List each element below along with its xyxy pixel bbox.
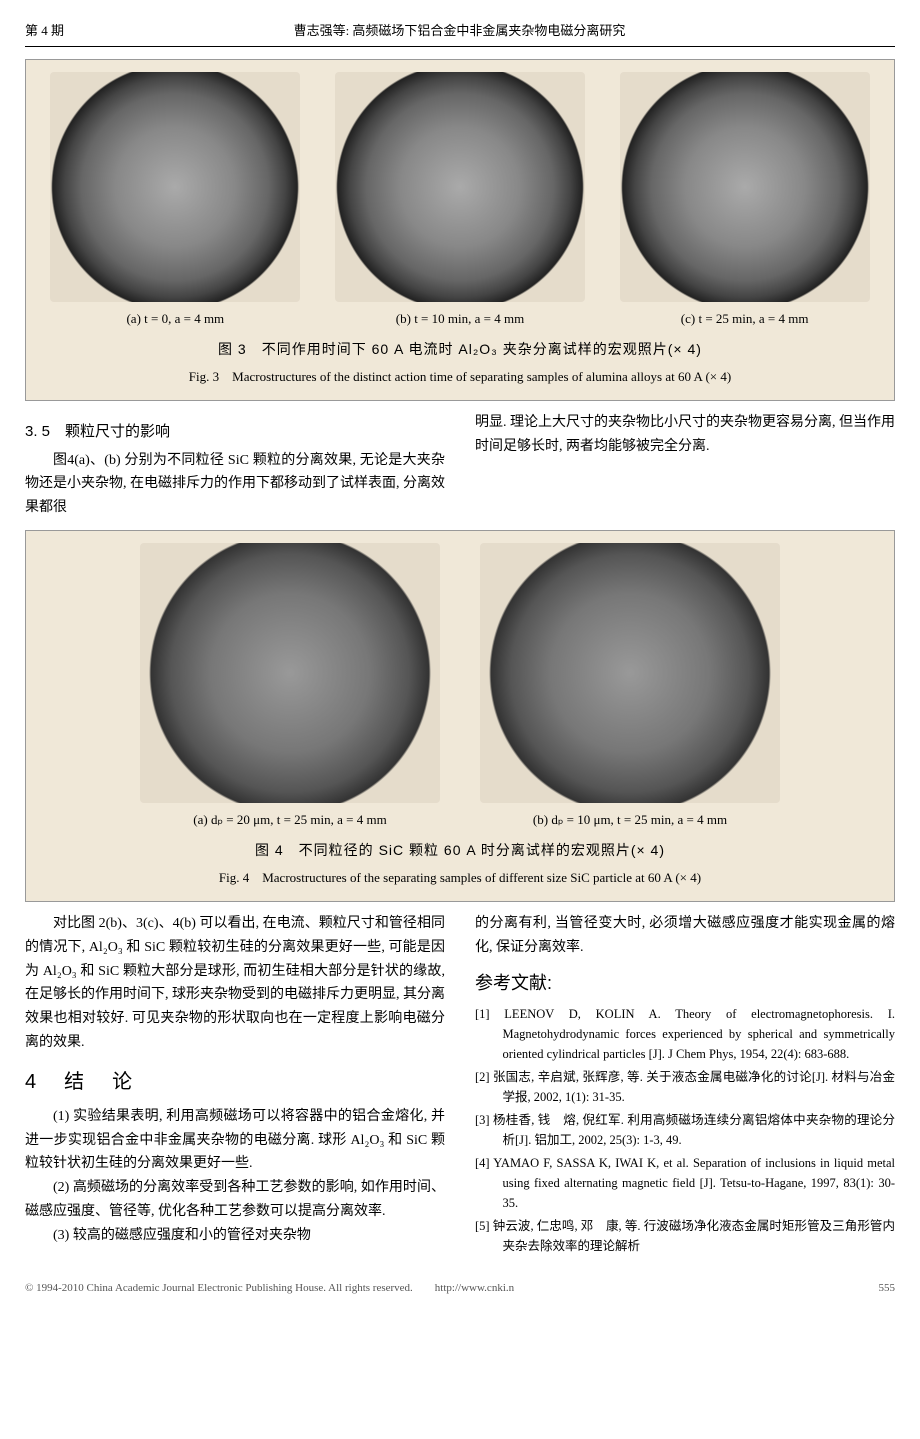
page-footer: © 1994-2010 China Academic Journal Elect… [25,1279,895,1298]
fig4-caption-en: Fig. 4 Macrostructures of the separating… [38,867,882,889]
fig4-image-b [480,543,780,803]
ref-4: [4] YAMAO F, SASSA K, IWAI K, et al. Sep… [475,1153,895,1213]
section-3-5-title: 3. 5 颗粒尺寸的影响 [25,419,445,445]
fig3-image-b [335,72,585,302]
fig3-sub-a: (a) t = 0, a = 4 mm [50,308,300,330]
section-3-5-left: 图4(a)、(b) 分别为不同粒径 SiC 颗粒的分离效果, 无论是大夹杂物还是… [25,449,445,520]
conclusion-2: (2) 高频磁场的分离效率受到各种工艺参数的影响, 如作用时间、磁感应强度、管径… [25,1176,445,1224]
left-column: 对比图 2(b)、3(c)、4(b) 可以看出, 在电流、颗粒尺寸和管径相同的情… [25,912,445,1259]
ref-3: [3] 杨桂香, 钱 熔, 倪红军. 利用高频磁场连续分离铝熔体中夹杂物的理论分… [475,1110,895,1150]
page-number: 555 [879,1279,896,1298]
figure-3: (a) t = 0, a = 4 mm (b) t = 10 min, a = … [25,59,895,401]
page-header: 第 4 期 曹志强等: 高频磁场下铝合金中非金属夹杂物电磁分离研究 [25,20,895,47]
body-p1: 对比图 2(b)、3(c)、4(b) 可以看出, 在电流、颗粒尺寸和管径相同的情… [25,912,445,1055]
ref-5: [5] 钟云波, 仁忠鸣, 邓 康, 等. 行波磁场净化液态金属时矩形管及三角形… [475,1216,895,1256]
fig3-caption-en: Fig. 3 Macrostructures of the distinct a… [38,366,882,388]
fig3-image-c [620,72,870,302]
right-column: 的分离有利, 当管径变大时, 必须增大磁感应强度才能实现金属的熔化, 保证分离效… [475,912,895,1259]
copyright-text: © 1994-2010 China Academic Journal Elect… [25,1279,514,1298]
fig4-sub-a: (a) dₚ = 20 μm, t = 25 min, a = 4 mm [140,809,440,831]
section-4-title: 4 结 论 [25,1065,445,1099]
fig4-sub-b: (b) dₚ = 10 μm, t = 25 min, a = 4 mm [480,809,780,831]
fig4-image-a [140,543,440,803]
conclusion-3: (3) 较高的磁感应强度和小的管径对夹杂物 [25,1224,445,1248]
fig3-sub-c: (c) t = 25 min, a = 4 mm [620,308,870,330]
fig3-caption-cn: 图 3 不同作用时间下 60 A 电流时 Al₂O₃ 夹杂分离试样的宏观照片(×… [38,338,882,362]
ref-2: [2] 张国志, 辛启斌, 张辉彦, 等. 关于液态金属电磁净化的讨论[J]. … [475,1067,895,1107]
fig3-sub-b: (b) t = 10 min, a = 4 mm [335,308,585,330]
running-title: 曹志强等: 高频磁场下铝合金中非金属夹杂物电磁分离研究 [294,20,626,42]
fig4-caption-cn: 图 4 不同粒径的 SiC 颗粒 60 A 时分离试样的宏观照片(× 4) [38,839,882,863]
section-3-5-right: 明显. 理论上大尺寸的夹杂物比小尺寸的夹杂物更容易分离, 但当作用时间足够长时,… [475,411,895,459]
fig3-image-a [50,72,300,302]
conclusion-1: (1) 实验结果表明, 利用高频磁场可以将容器中的铝合金熔化, 并进一步实现铝合… [25,1105,445,1176]
references-title: 参考文献: [475,968,895,999]
main-body: 对比图 2(b)、3(c)、4(b) 可以看出, 在电流、颗粒尺寸和管径相同的情… [25,912,895,1259]
section-3-5: 3. 5 颗粒尺寸的影响 图4(a)、(b) 分别为不同粒径 SiC 颗粒的分离… [25,411,895,520]
issue-number: 第 4 期 [25,20,64,42]
ref-1: [1] LEENOV D, KOLIN A. Theory of electro… [475,1004,895,1064]
body-right-p1: 的分离有利, 当管径变大时, 必须增大磁感应强度才能实现金属的熔化, 保证分离效… [475,912,895,960]
figure-4: (a) dₚ = 20 μm, t = 25 min, a = 4 mm (b)… [25,530,895,902]
